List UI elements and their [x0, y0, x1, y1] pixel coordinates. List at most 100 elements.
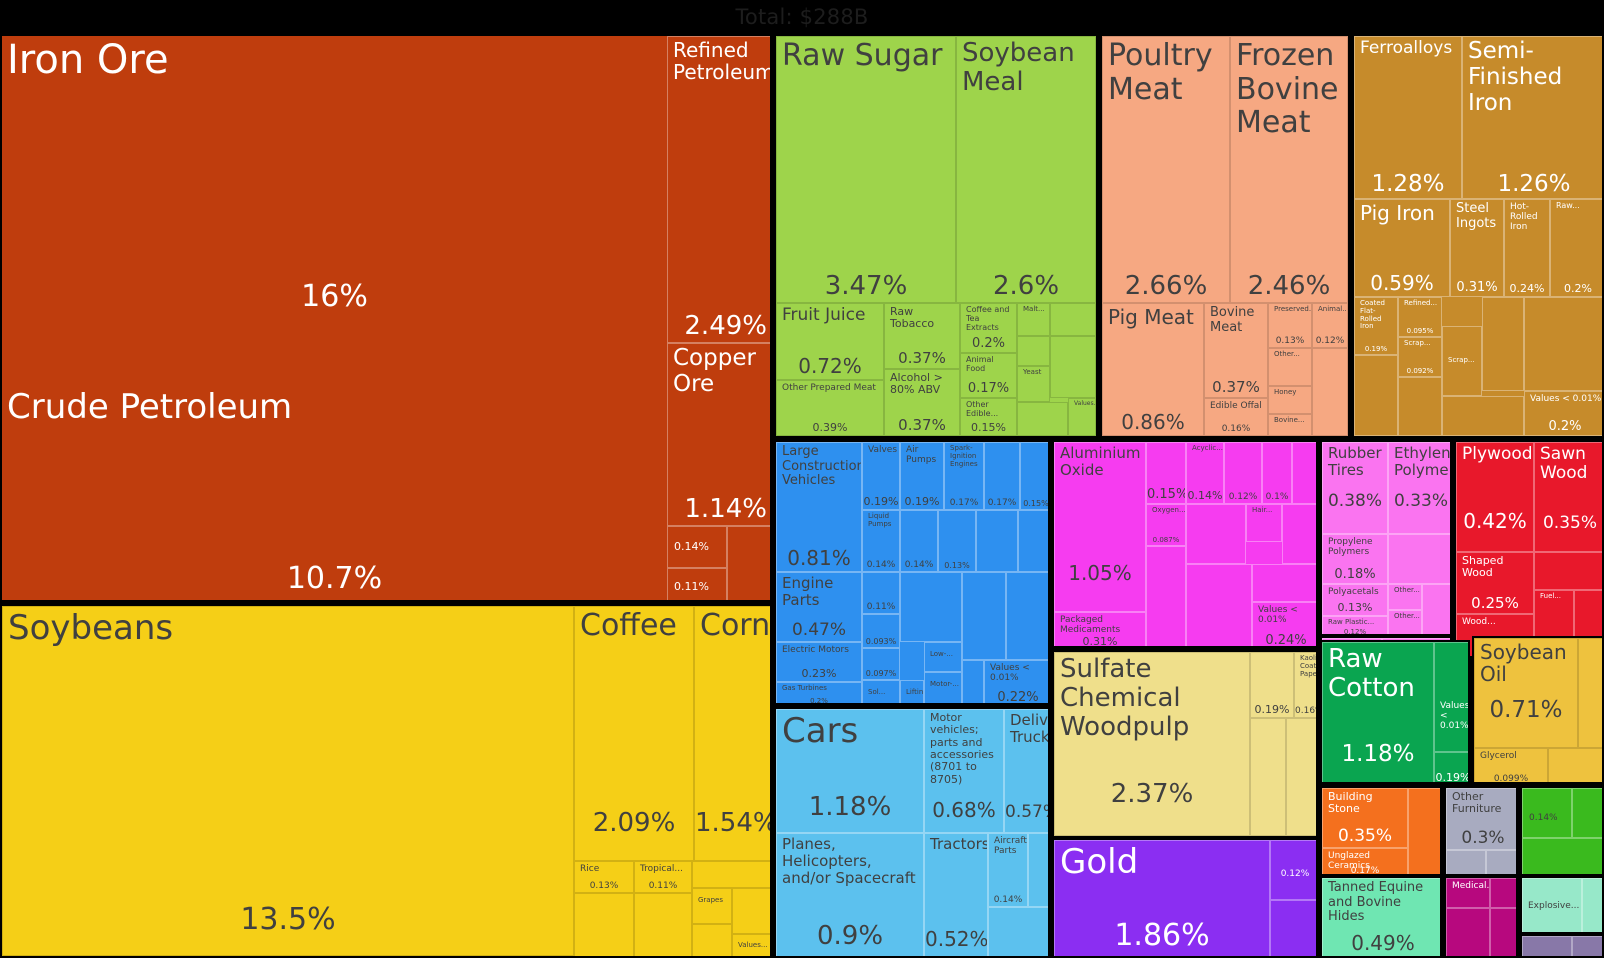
cell-footwear-filler-a[interactable] — [1572, 788, 1602, 838]
cell-grapes[interactable]: Grapes — [692, 888, 732, 924]
cell-metal-filler-e[interactable] — [1442, 396, 1524, 436]
cell-electric-motors[interactable]: Electric Motors 0.23% — [776, 642, 862, 682]
group-machines[interactable]: Large Construction Vehicles 0.81% Engine… — [774, 440, 1050, 705]
cell-raw-tobacco[interactable]: Raw Tobacco 0.37% — [884, 303, 960, 369]
cell-chem-filler-f[interactable] — [1252, 564, 1316, 602]
cell-animal-filler-a[interactable] — [1312, 348, 1348, 436]
group-paper-goods[interactable]: Sulfate Chemical Woodpulp 2.37% 0.19% Ka… — [1052, 650, 1318, 838]
cell-medical[interactable]: Medical... — [1446, 878, 1490, 908]
cell-instruments-filler-a[interactable] — [1490, 878, 1516, 908]
cell-animal-x[interactable]: Animal... 0.12% — [1312, 303, 1348, 348]
cell-copper-ore[interactable]: Copper Ore 1.14% — [667, 343, 770, 526]
cell-honey[interactable]: Honey — [1268, 386, 1312, 414]
cell-pig-meat[interactable]: Pig Meat 0.86% — [1102, 303, 1204, 436]
cell-vegetable-values-small[interactable]: Values... — [732, 934, 770, 956]
cell-wood-filler-a[interactable] — [1534, 552, 1602, 590]
cell-hot-rolled-iron[interactable]: Hot-Rolled Iron 0.24% — [1504, 199, 1550, 297]
cell-metal-scrap-1[interactable]: Scrap... 0.092% — [1398, 337, 1442, 377]
cell-arts-filler-b[interactable] — [1572, 936, 1602, 956]
cell-building-stone[interactable]: Building Stone 0.35% — [1322, 788, 1408, 848]
cell-soybeans[interactable]: Soybeans 13.5% — [2, 606, 574, 956]
cell-chem-hair[interactable]: Hair... — [1246, 504, 1282, 542]
cell-food-filler-d[interactable] — [1017, 402, 1068, 436]
cell-plywood[interactable]: Plywood 0.42% — [1456, 442, 1534, 552]
cell-semi-finished-iron[interactable]: Semi-Finished Iron 1.26% — [1462, 36, 1602, 199]
cell-bipro-filler-a[interactable] — [1578, 638, 1602, 748]
cell-corn[interactable]: Corn 1.54% — [694, 606, 770, 861]
cell-liquid-pumps[interactable]: Liquid Pumps 0.14% — [862, 510, 900, 572]
cell-metal-refined[interactable]: Refined... 0.095% — [1398, 297, 1442, 337]
group-vegetable-products[interactable]: Soybeans 13.5% Coffee 2.09% Corn 1.54% R… — [0, 604, 772, 958]
cell-preserved[interactable]: Preserved... 0.13% — [1268, 303, 1312, 348]
cell-metal-raw[interactable]: Raw... 0.2% — [1550, 199, 1602, 297]
group-wood-products[interactable]: Plywood 0.42% Sawn Wood 0.35% Shaped Woo… — [1454, 440, 1604, 658]
cell-shaped-wood[interactable]: Shaped Wood 0.25% — [1456, 552, 1534, 614]
cell-chem-values-small[interactable]: Values < 0.01% 0.24% — [1252, 602, 1316, 646]
cell-ethylene-polymers[interactable]: Ethylene Polymers 0.33% — [1388, 442, 1450, 534]
cell-polyacetals[interactable]: Polyacetals 0.13% — [1322, 584, 1388, 616]
cell-machine-14[interactable]: 0.097% — [862, 648, 900, 680]
cell-unglazed-ceramics[interactable]: Unglazed Ceramics 0.17% — [1322, 848, 1408, 874]
cell-sawn-wood[interactable]: Sawn Wood 0.35% — [1534, 442, 1602, 552]
cell-machine-6[interactable]: 0.15% — [1020, 442, 1048, 510]
cell-machine-values-small[interactable]: Values < 0.01% 0.22% — [984, 660, 1048, 703]
cell-machine-12[interactable]: 0.093% — [862, 614, 900, 648]
cell-poultry-meat[interactable]: Poultry Meat 2.66% — [1102, 36, 1230, 303]
cell-chem-oxygen[interactable]: Oxygen... 0.087% — [1146, 504, 1186, 546]
cell-wood-filler-b[interactable] — [1574, 590, 1602, 656]
cell-ferroalloys[interactable]: Ferroalloys 1.28% — [1354, 36, 1462, 199]
cell-raw-plastic[interactable]: Raw Plastic... 0.12% — [1322, 616, 1388, 634]
cell-animal-other[interactable]: Other... — [1268, 348, 1312, 386]
cell-coated-flat-rolled-iron[interactable]: Coated Flat-Rolled Iron 0.19% — [1354, 297, 1398, 355]
cell-planes[interactable]: Planes, Helicopters, and/or Spacecraft 0… — [776, 833, 924, 956]
cell-gas-turbines[interactable]: Gas Turbines 0.2% — [776, 682, 862, 703]
cell-coffee[interactable]: Coffee 2.09% — [574, 606, 694, 861]
cell-propylene-polymers[interactable]: Propylene Polymers 0.18% — [1322, 534, 1388, 584]
cell-paper-filler-b[interactable] — [1286, 718, 1316, 836]
cell-tractors[interactable]: Tractors 0.52% — [924, 833, 988, 956]
cell-refined-petroleum[interactable]: Refined Petroleum 2.49% — [667, 36, 770, 343]
cell-precious-3[interactable] — [1270, 900, 1316, 956]
cell-machine-sol[interactable]: Sol... — [862, 680, 900, 703]
cell-machine-motor[interactable]: Motor-... — [924, 672, 962, 703]
cell-machine-9[interactable]: 0.13% — [938, 510, 976, 572]
cell-mineral-5[interactable]: 0.14% — [667, 526, 727, 568]
cell-chem-filler-a[interactable] — [1292, 442, 1316, 504]
cell-raw-cotton[interactable]: Raw Cotton 1.18% — [1322, 642, 1434, 782]
cell-machine-filler-a[interactable] — [976, 510, 1018, 572]
cell-fuel-x[interactable]: Fuel... — [1534, 590, 1574, 656]
group-arts-antiques[interactable] — [1520, 934, 1604, 958]
cell-chem-filler-c[interactable] — [1282, 504, 1316, 564]
cell-machine-low[interactable]: Low-... — [924, 642, 962, 672]
cell-food-filler-a[interactable] — [1017, 336, 1050, 366]
cell-fruit-juice[interactable]: Fruit Juice 0.72% — [776, 303, 884, 380]
cell-food-filler-c[interactable] — [1050, 336, 1096, 398]
cell-rice[interactable]: Rice 0.13% — [574, 861, 634, 893]
group-transportation[interactable]: Cars 1.18% Motor vehicles; parts and acc… — [774, 707, 1050, 958]
cell-textiles-3[interactable]: 0.19% — [1434, 752, 1468, 782]
cell-rubber-tires[interactable]: Rubber Tires 0.38% — [1322, 442, 1388, 534]
cell-other-furniture[interactable]: Other Furniture 0.3% — [1446, 788, 1516, 850]
cell-raw-sugar[interactable]: Raw Sugar 3.47% — [776, 36, 956, 303]
group-weapons[interactable]: Explosive... — [1520, 876, 1604, 934]
cell-coffee-tea-extracts[interactable]: Coffee and Tea Extracts 0.2% — [960, 303, 1017, 353]
cell-edible-offal[interactable]: Edible Offal 0.16% — [1204, 398, 1268, 436]
cell-food-filler-b[interactable] — [1050, 303, 1096, 336]
cell-veg-filler-b[interactable] — [634, 893, 692, 956]
cell-spark-ignition-engines[interactable]: Spark-Ignition Engines 0.17% — [944, 442, 984, 510]
cell-plastic-filler-a[interactable] — [1388, 534, 1450, 584]
cell-glycerol[interactable]: Glycerol 0.099% — [1474, 748, 1548, 782]
cell-cars[interactable]: Cars 1.18% — [776, 709, 924, 833]
cell-paper-2[interactable]: 0.19% — [1250, 652, 1294, 718]
cell-instruments-filler-b[interactable] — [1446, 908, 1490, 956]
cell-machine-filler-c[interactable] — [900, 572, 962, 642]
cell-chem-filler-d[interactable] — [1146, 546, 1186, 646]
cell-bovine-x[interactable]: Bovine... — [1268, 414, 1312, 436]
cell-machine-lifting[interactable]: Lifting... — [900, 680, 924, 703]
cell-delivery-trucks[interactable]: Delivery Trucks 0.57% — [1004, 709, 1048, 833]
cell-explosive[interactable]: Explosive... — [1522, 878, 1582, 932]
cell-machine-8[interactable]: 0.14% — [900, 510, 938, 572]
group-metals[interactable]: Ferroalloys 1.28% Semi-Finished Iron 1.2… — [1352, 34, 1604, 438]
cell-animal-food[interactable]: Animal Food 0.17% — [960, 353, 1017, 398]
cell-chem-4[interactable]: 0.12% — [1224, 442, 1262, 504]
